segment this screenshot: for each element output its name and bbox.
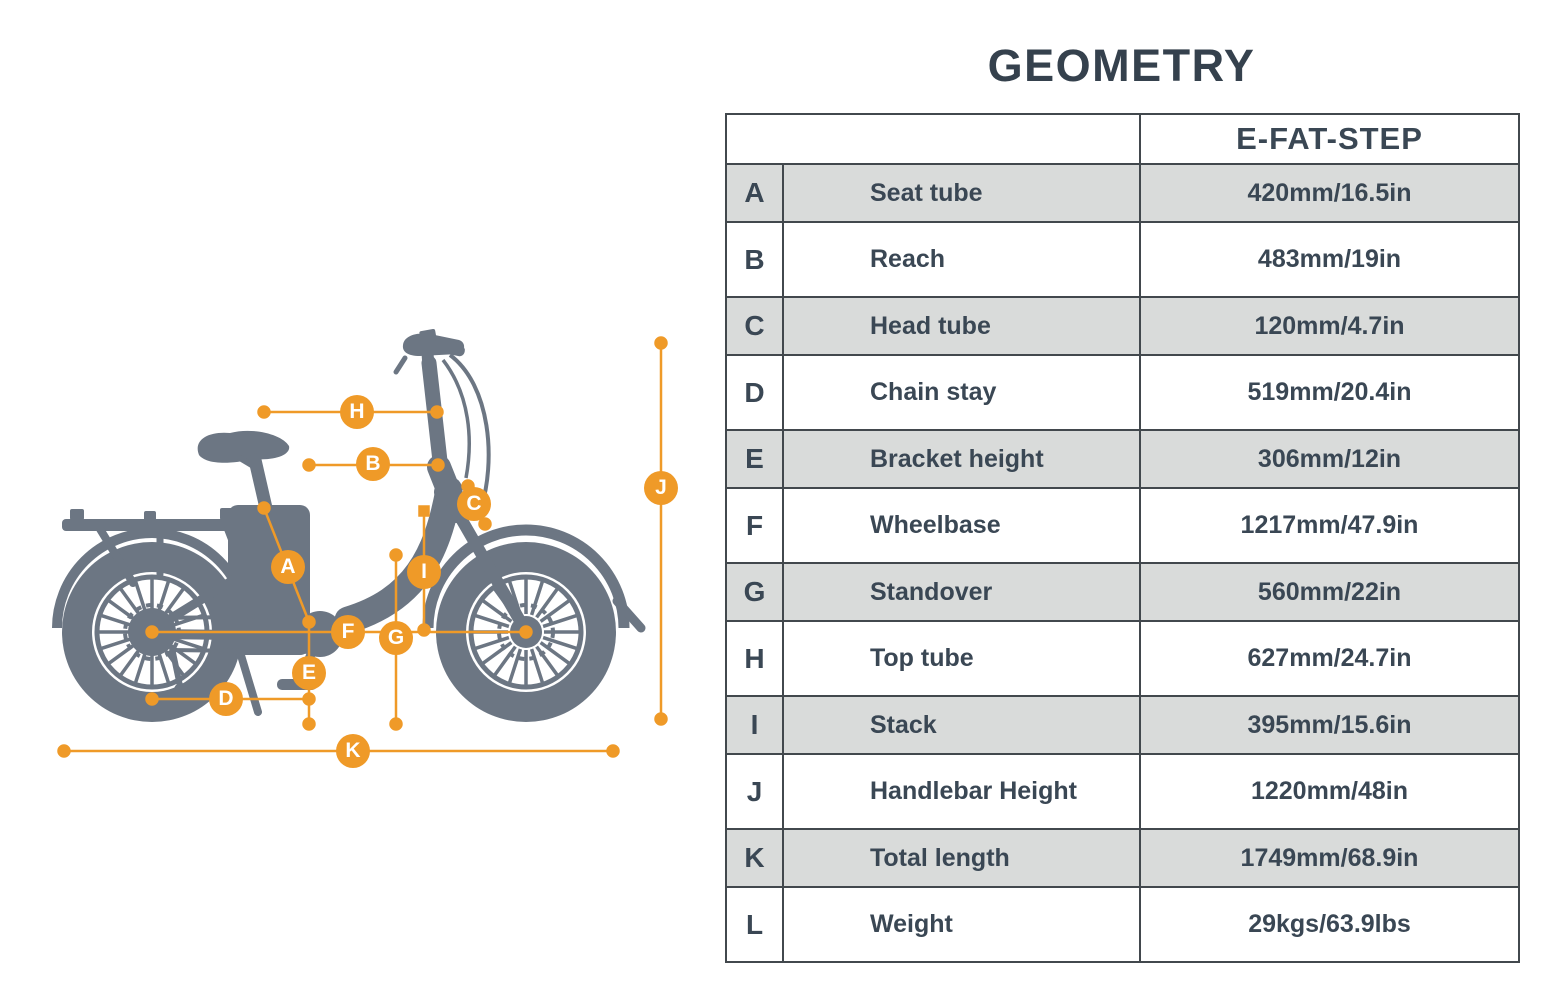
row-label: Stack — [782, 695, 1141, 755]
table-header-row: E-FAT-STEP — [725, 113, 1520, 165]
row-label: Head tube — [782, 296, 1141, 356]
page-title: GEOMETRY — [987, 40, 1256, 91]
table-row: K Total length 1749mm/68.9in — [725, 828, 1520, 888]
table-row: A Seat tube 420mm/16.5in — [725, 163, 1520, 223]
row-value: 1749mm/68.9in — [1139, 828, 1520, 888]
row-value: 1217mm/47.9in — [1139, 487, 1520, 564]
row-letter: H — [725, 620, 784, 697]
marker-f-badge: F — [331, 615, 365, 649]
table-row: H Top tube 627mm/24.7in — [725, 620, 1520, 697]
row-letter: A — [725, 163, 784, 223]
model-name: E-FAT-STEP — [1139, 113, 1520, 165]
row-letter: I — [725, 695, 784, 755]
marker-h-badge: H — [340, 395, 374, 429]
row-label: Weight — [782, 886, 1141, 963]
row-letter: D — [725, 354, 784, 431]
marker-a-badge: A — [271, 550, 305, 584]
row-letter: B — [725, 221, 784, 298]
row-label: Chain stay — [782, 354, 1141, 431]
header-empty-cell — [725, 113, 1141, 165]
row-value: 560mm/22in — [1139, 562, 1520, 622]
table-row: I Stack 395mm/15.6in — [725, 695, 1520, 755]
table-row: D Chain stay 519mm/20.4in — [725, 354, 1520, 431]
row-letter: K — [725, 828, 784, 888]
row-value: 29kgs/63.9lbs — [1139, 886, 1520, 963]
row-label: Total length — [782, 828, 1141, 888]
table-row: E Bracket height 306mm/12in — [725, 429, 1520, 489]
row-label: Top tube — [782, 620, 1141, 697]
row-value: 1220mm/48in — [1139, 753, 1520, 830]
bike-silhouette-icon — [52, 329, 668, 758]
row-letter: J — [725, 753, 784, 830]
table-row: B Reach 483mm/19in — [725, 221, 1520, 298]
marker-i-badge: I — [407, 555, 441, 589]
bike-geometry-diagram: A B C D E F G H I J K — [0, 0, 700, 1000]
table-row: J Handlebar Height 1220mm/48in — [725, 753, 1520, 830]
marker-e-badge: E — [292, 656, 326, 690]
row-label: Reach — [782, 221, 1141, 298]
row-value: 306mm/12in — [1139, 429, 1520, 489]
marker-d-badge: D — [209, 682, 243, 716]
row-value: 420mm/16.5in — [1139, 163, 1520, 223]
row-letter: E — [725, 429, 784, 489]
row-letter: C — [725, 296, 784, 356]
marker-j-badge: J — [644, 471, 678, 505]
marker-g-badge: G — [379, 621, 413, 655]
row-letter: G — [725, 562, 784, 622]
row-value: 627mm/24.7in — [1139, 620, 1520, 697]
row-value: 519mm/20.4in — [1139, 354, 1520, 431]
marker-c-badge: C — [457, 487, 491, 521]
row-label: Bracket height — [782, 429, 1141, 489]
row-letter: F — [725, 487, 784, 564]
row-value: 395mm/15.6in — [1139, 695, 1520, 755]
row-label: Seat tube — [782, 163, 1141, 223]
geometry-table: E-FAT-STEP A Seat tube 420mm/16.5in B Re… — [725, 113, 1520, 963]
table-row: L Weight 29kgs/63.9lbs — [725, 886, 1520, 963]
marker-b-badge: B — [356, 447, 390, 481]
row-label: Wheelbase — [782, 487, 1141, 564]
row-value: 120mm/4.7in — [1139, 296, 1520, 356]
table-row: G Standover 560mm/22in — [725, 562, 1520, 622]
row-letter: L — [725, 886, 784, 963]
row-label: Handlebar Height — [782, 753, 1141, 830]
row-label: Standover — [782, 562, 1141, 622]
marker-k-badge: K — [336, 734, 370, 768]
table-row: F Wheelbase 1217mm/47.9in — [725, 487, 1520, 564]
table-row: C Head tube 120mm/4.7in — [725, 296, 1520, 356]
row-value: 483mm/19in — [1139, 221, 1520, 298]
